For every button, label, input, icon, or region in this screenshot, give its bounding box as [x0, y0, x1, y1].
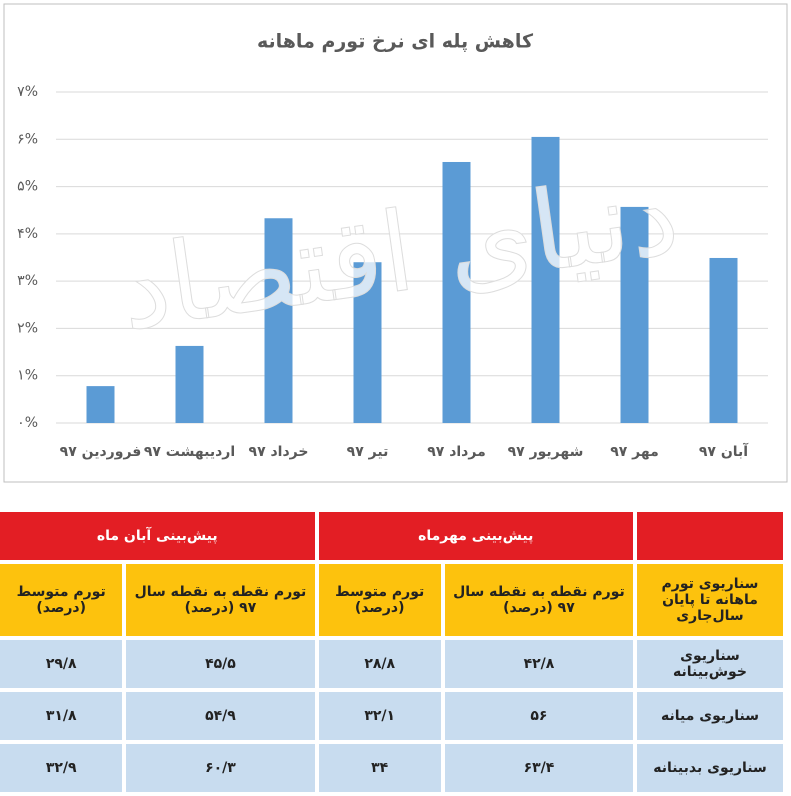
chart: کاهش پله ای نرخ تورم ماهانه ۰% ۱% ۲% ۳% ۴% ۵%… — [3, 3, 788, 483]
cell: ۳۴ — [318, 744, 441, 792]
bar — [175, 345, 204, 423]
column-header: سناریوی تورم ماهانه تا پایان سال‌جاری — [637, 564, 783, 636]
cell: ۵۴/۹ — [126, 692, 315, 740]
y-tick-label: ۷% — [17, 84, 38, 100]
cell: ۴۵/۵ — [126, 640, 315, 688]
group-header: پیش‌بینی مهرماه — [318, 512, 633, 560]
cell: ۲۸/۸ — [318, 640, 441, 688]
row-label: سناریوی میانه — [637, 692, 783, 740]
cell: ۲۹/۸ — [0, 640, 123, 688]
x-tick-label: خرداد ۹۷ — [249, 444, 309, 460]
cell: ۴۲/۸ — [444, 640, 633, 688]
column-header: تورم نقطه به نقطه سال ۹۷ (درصد) — [126, 564, 315, 636]
y-tick-label: ۵% — [17, 179, 38, 195]
header-row: سناریوی تورم ماهانه تا پایان سال‌جاری تور… — [0, 564, 783, 636]
group-header-row: پیش‌بینی مهرماه پیش‌بینی آبان ماه — [0, 512, 783, 560]
chart-title: کاهش پله ای نرخ تورم ماهانه — [257, 31, 534, 53]
x-tick-label: شهریور ۹۷ — [508, 444, 584, 460]
row-label: سناریوی خوش‌بینانه — [637, 640, 783, 688]
y-tick-label: ۳% — [17, 273, 38, 289]
chart-frame — [3, 3, 788, 483]
bar — [86, 386, 115, 423]
bar — [709, 257, 738, 423]
column-header: تورم متوسط (درصد) — [318, 564, 441, 636]
row-label: سناریوی بدبینانه — [637, 744, 783, 792]
x-tick-label: مرداد ۹۷ — [427, 444, 486, 460]
column-header: تورم متوسط (درصد) — [0, 564, 123, 636]
x-tick-label: تیر ۹۷ — [347, 444, 389, 460]
cell: ۳۲/۹ — [0, 744, 123, 792]
bar — [442, 161, 471, 424]
column-header: تورم نقطه به نقطه سال ۹۷ (درصد) — [444, 564, 633, 636]
y-tick-label: ۴% — [17, 226, 38, 242]
bar — [264, 218, 293, 423]
y-tick-label: ۶% — [17, 131, 38, 147]
x-tick-label: مهر ۹۷ — [610, 444, 659, 460]
cell: ۳۱/۸ — [0, 692, 123, 740]
cell: ۳۲/۱ — [318, 692, 441, 740]
y-tick-label: ۰% — [17, 415, 38, 431]
x-tick-label: فروردین ۹۷ — [60, 444, 142, 460]
table-row: سناریوی میانه ۵۶ ۳۲/۱ ۵۴/۹ ۳۱/۸ — [0, 692, 783, 740]
cell: ۶۰/۳ — [126, 744, 315, 792]
group-header: پیش‌بینی آبان ماه — [0, 512, 315, 560]
table-row: سناریوی خوش‌بینانه ۴۲/۸ ۲۸/۸ ۴۵/۵ ۲۹/۸ — [0, 640, 783, 688]
y-tick-label: ۲% — [17, 320, 38, 336]
x-tick-label: آبان ۹۷ — [699, 442, 749, 460]
y-tick-label: ۱% — [17, 368, 38, 384]
bar — [531, 136, 560, 423]
table-row: سناریوی بدبینانه ۶۳/۴ ۳۴ ۶۰/۳ ۳۲/۹ — [0, 744, 783, 792]
bar — [353, 262, 382, 423]
cell: ۶۳/۴ — [444, 744, 633, 792]
bar — [620, 206, 649, 423]
forecast-table: پیش‌بینی مهرماه پیش‌بینی آبان ماه سناریو… — [0, 508, 787, 796]
x-tick-label: اردیبهشت ۹۷ — [144, 444, 235, 460]
blank-cell — [637, 512, 783, 560]
cell: ۵۶ — [444, 692, 633, 740]
